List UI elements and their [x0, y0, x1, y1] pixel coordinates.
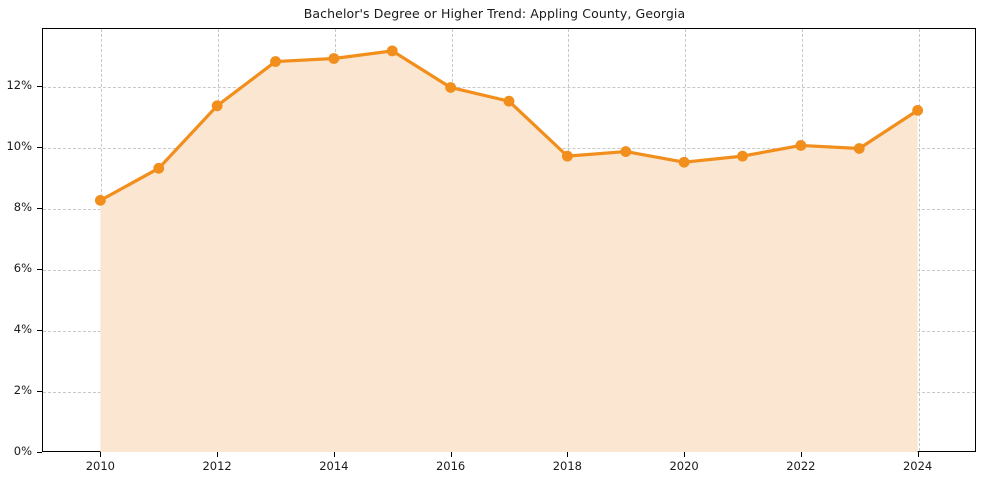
- y-tick-mark: [37, 85, 42, 87]
- x-tick-label: 2016: [435, 459, 466, 473]
- x-tick-mark: [217, 452, 219, 457]
- gridline-vertical: [685, 29, 687, 451]
- x-tick-mark: [917, 452, 919, 457]
- gridline-vertical: [801, 29, 803, 451]
- x-tick-mark: [800, 452, 802, 457]
- y-tick-mark: [37, 452, 42, 453]
- y-tick-label: 0%: [13, 444, 32, 458]
- y-tick-label: 6%: [13, 260, 32, 275]
- gridline-vertical: [451, 29, 453, 451]
- x-tick-label: 2022: [786, 459, 816, 473]
- x-tick-label: 2018: [552, 459, 583, 473]
- x-tick-label: 2020: [669, 459, 699, 473]
- gridline-horizontal: [43, 147, 975, 149]
- gridline-vertical: [918, 29, 920, 451]
- gridline-vertical: [101, 29, 103, 451]
- y-tick-mark: [37, 390, 42, 392]
- x-tick-label: 2010: [85, 459, 116, 473]
- x-tick-mark: [100, 452, 102, 457]
- gridline-vertical: [218, 29, 220, 451]
- x-tick-mark: [450, 452, 452, 457]
- y-tick-mark: [37, 268, 42, 270]
- gridline-vertical: [334, 29, 336, 451]
- y-tick-label: 8%: [13, 199, 32, 214]
- gridline-horizontal: [43, 269, 975, 271]
- x-tick-mark: [684, 452, 686, 457]
- x-tick-mark: [333, 452, 335, 457]
- gridline-vertical: [568, 29, 570, 451]
- y-tick-label: 2%: [13, 382, 32, 397]
- y-tick-mark: [37, 146, 42, 148]
- y-tick-label: 12%: [6, 77, 32, 92]
- x-tick-label: 2014: [319, 459, 349, 473]
- chart-title: Bachelor's Degree or Higher Trend: Appli…: [303, 6, 686, 21]
- gridline-horizontal: [43, 391, 975, 393]
- gridline-horizontal: [43, 86, 975, 88]
- plot-area: [42, 28, 976, 452]
- x-tick-label: 2012: [202, 459, 232, 473]
- y-tick-mark: [37, 329, 42, 331]
- x-tick-label: 2024: [902, 459, 933, 473]
- gridline-horizontal: [43, 208, 975, 210]
- x-tick-mark: [567, 452, 569, 457]
- y-tick-mark: [37, 207, 42, 209]
- y-tick-label: 4%: [13, 321, 32, 336]
- y-tick-label: 10%: [6, 138, 32, 153]
- gridline-horizontal: [43, 330, 975, 332]
